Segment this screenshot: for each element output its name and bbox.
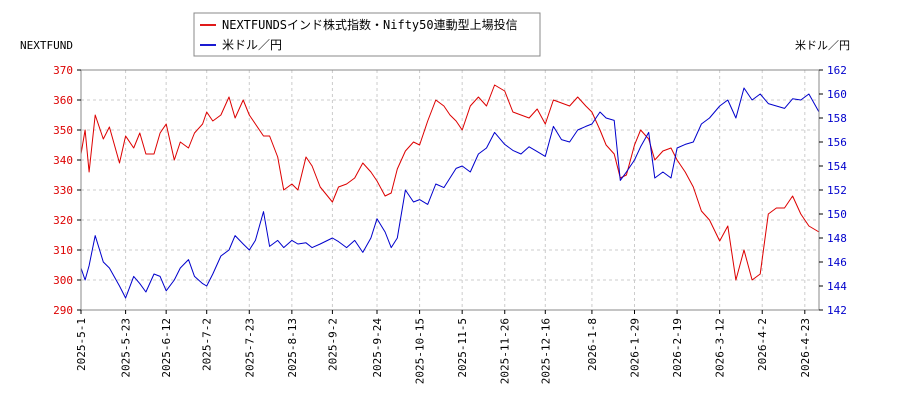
right-tick-label: 152 — [827, 184, 847, 197]
x-tick-label: 2025-7-23 — [243, 318, 256, 378]
x-tick-label: 2025-9-24 — [371, 318, 384, 378]
legend-label-0: NEXTFUNDSインド株式指数・Nifty50連動型上場投信 — [222, 17, 518, 32]
legend: NEXTFUNDSインド株式指数・Nifty50連動型上場投信 米ドル／円 — [193, 12, 541, 57]
x-tick-label: 2025-9-2 — [326, 318, 339, 371]
right-tick-label: 158 — [827, 112, 847, 125]
right-tick-label: 142 — [827, 304, 847, 317]
left-axis-title: NEXTFUND — [20, 39, 73, 52]
left-tick-label: 320 — [53, 214, 73, 227]
x-tick-label: 2026-2-19 — [671, 318, 684, 378]
x-tick-label: 2025-8-13 — [286, 318, 299, 378]
right-axis-title: 米ドル／円 — [795, 39, 850, 52]
right-tick-label: 150 — [827, 208, 847, 221]
series-layer — [80, 84, 820, 299]
left-axis-ticks: 290 300 310 320 330 340 350 360 370 — [53, 64, 81, 317]
x-tick-label: 2025-7-2 — [201, 318, 214, 371]
x-tick-label: 2025-5-23 — [120, 318, 133, 378]
x-tick-label: 2026-3-12 — [714, 318, 727, 378]
x-tick-label: 2026-1-8 — [586, 318, 599, 371]
legend-label-1: 米ドル／円 — [222, 38, 282, 52]
x-tick-label: 2025-10-15 — [414, 318, 427, 384]
x-tick-label: 2025-6-12 — [160, 318, 173, 378]
x-tick-label: 2025-11-26 — [499, 318, 512, 384]
x-tick-label: 2026-4-2 — [756, 318, 769, 371]
right-tick-label: 146 — [827, 256, 847, 269]
series-line-0 — [80, 84, 820, 281]
right-axis-ticks: 142 144 146 148 150 152 154 156 158 160 162 — [819, 64, 847, 317]
left-tick-label: 350 — [53, 124, 73, 137]
right-tick-label: 162 — [827, 64, 847, 77]
x-tick-label: 2026-4-23 — [799, 318, 812, 378]
left-tick-label: 290 — [53, 304, 73, 317]
right-tick-label: 144 — [827, 280, 847, 293]
series-line-1 — [80, 87, 820, 299]
x-tick-label: 2025-11-5 — [456, 318, 469, 378]
right-tick-label: 148 — [827, 232, 847, 245]
right-tick-label: 156 — [827, 136, 847, 149]
grid — [80, 69, 819, 311]
left-tick-label: 360 — [53, 94, 73, 107]
x-axis-ticks: 2025-5-1 2025-5-23 2025-6-12 2025-7-2 2025-7… — [75, 310, 812, 384]
x-tick-label: 2025-5-1 — [75, 318, 88, 371]
left-tick-label: 370 — [53, 64, 73, 77]
left-tick-label: 330 — [53, 184, 73, 197]
x-tick-label: 2026-1-29 — [629, 318, 642, 378]
right-tick-label: 154 — [827, 160, 847, 173]
legend-box — [193, 12, 541, 57]
left-tick-label: 310 — [53, 244, 73, 257]
left-tick-label: 300 — [53, 274, 73, 287]
left-tick-label: 340 — [53, 154, 73, 167]
x-tick-label: 2025-12-16 — [539, 318, 552, 384]
right-tick-label: 160 — [827, 88, 847, 101]
